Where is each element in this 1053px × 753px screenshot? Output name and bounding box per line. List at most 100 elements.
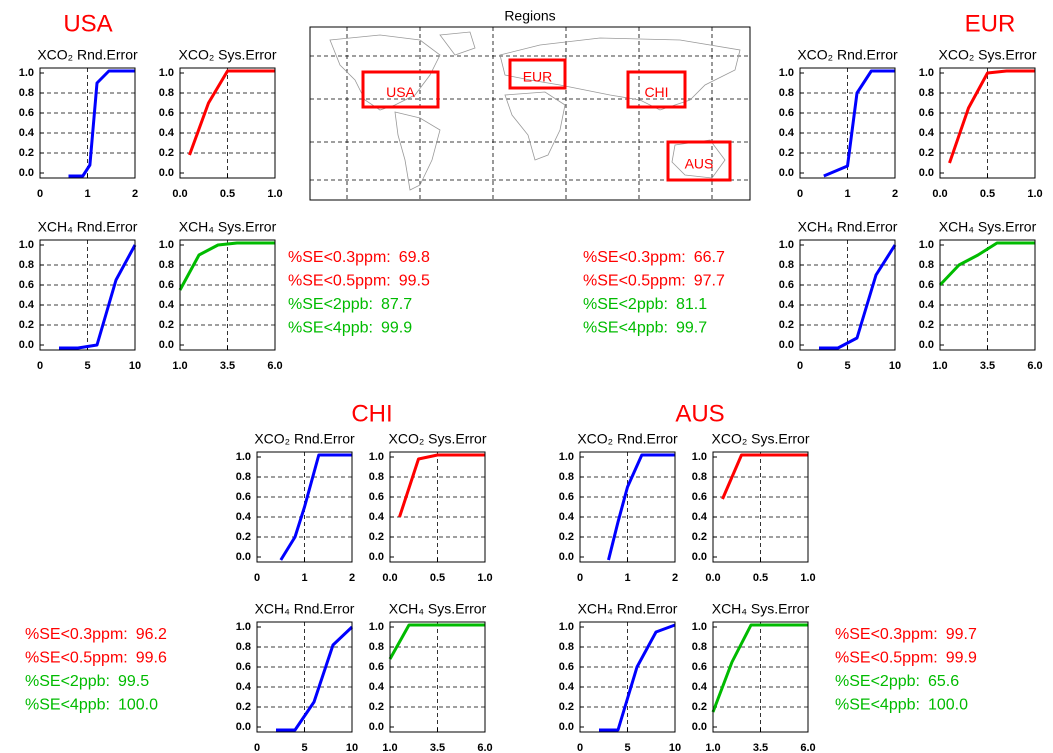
- y-tick-label: 1.0: [236, 451, 251, 463]
- y-tick-label: 0.2: [779, 319, 794, 331]
- x-tick-label: 1: [301, 572, 307, 584]
- world-map: Regions: [309, 8, 751, 201]
- data-line: [599, 623, 676, 732]
- plot-frame: [799, 67, 896, 179]
- x-tick-label: 0: [577, 572, 583, 584]
- y-tick-label: 0.4: [559, 681, 575, 693]
- x-tick-label: 1: [84, 188, 90, 200]
- y-tick-label: 0.4: [779, 127, 795, 139]
- y-tick-label: 0.8: [369, 641, 384, 653]
- x-tick-label: 5: [844, 360, 850, 372]
- plot-frame: [256, 451, 353, 563]
- y-tick-label: 1.0: [159, 239, 174, 251]
- region-box-label: CHI: [644, 84, 668, 100]
- y-tick-label: 1.0: [19, 239, 34, 251]
- y-tick-label: 1.0: [369, 621, 384, 633]
- y-tick-label: 0.6: [919, 279, 934, 291]
- y-tick-label: 1.0: [779, 239, 794, 251]
- plot-frame: [579, 451, 676, 563]
- data-line: [711, 623, 808, 713]
- y-tick-label: 0.4: [779, 299, 795, 311]
- data-line: [938, 241, 1035, 287]
- stat-value: 100.0: [118, 697, 158, 714]
- y-tick-label: 1.0: [692, 621, 707, 633]
- x-tick-label: 1.0: [705, 742, 720, 753]
- y-tick-label: 0.0: [919, 167, 934, 179]
- y-tick-label: 0.6: [779, 107, 794, 119]
- x-tick-label: 3.5: [430, 742, 445, 753]
- x-tick-label: 6.0: [800, 742, 815, 753]
- y-tick-label: 0.0: [159, 167, 174, 179]
- x-tick-label: 5: [84, 360, 90, 372]
- x-tick-label: 10: [346, 742, 358, 753]
- x-tick-label: 1.0: [172, 360, 187, 372]
- y-tick-label: 0.0: [692, 551, 707, 563]
- stat-value: 99.5: [399, 273, 430, 290]
- y-tick-label: 0.6: [919, 107, 934, 119]
- y-tick-label: 0.8: [236, 471, 251, 483]
- y-tick-label: 0.2: [159, 319, 174, 331]
- stat-line: %SE<4ppb: 99.7: [583, 320, 707, 337]
- data-line: [819, 244, 897, 350]
- stat-line: %SE<0.3ppm: 99.7: [835, 626, 977, 643]
- region-box: [361, 70, 440, 109]
- plot-frame: [939, 239, 1036, 351]
- data-line: [178, 241, 275, 291]
- x-tick-label: 3.5: [980, 360, 995, 372]
- y-tick-label: 0.6: [159, 107, 174, 119]
- y-tick-label: 0.0: [692, 721, 707, 733]
- plot-frame: [799, 239, 896, 351]
- x-tick-label: 0: [797, 360, 803, 372]
- x-tick-label: 5: [624, 742, 630, 753]
- plot-frame: [939, 67, 1036, 179]
- x-tick-label: 0: [797, 188, 803, 200]
- stat-label: %SE<0.5ppm:: [583, 273, 686, 290]
- x-tick-label: 10: [669, 742, 681, 753]
- y-tick-label: 1.0: [236, 621, 251, 633]
- stat-label: %SE<2ppb:: [583, 296, 668, 313]
- y-tick-label: 0.8: [919, 259, 934, 271]
- chart-title: XCH₄ Rnd.Error: [255, 601, 355, 617]
- x-tick-label: 0.5: [430, 572, 445, 584]
- continents: [329, 31, 741, 191]
- y-tick-label: 0.2: [692, 531, 707, 543]
- x-tick-label: 0: [37, 188, 43, 200]
- y-tick-label: 0.4: [919, 127, 935, 139]
- stat-label: %SE<2ppb:: [835, 673, 920, 690]
- x-tick-label: 1.0: [932, 360, 947, 372]
- chart-title: XCO₂ Sys.Error: [179, 47, 277, 63]
- y-tick-label: 0.8: [779, 87, 794, 99]
- chart-title: XCO₂ Rnd.Error: [37, 47, 138, 63]
- y-tick-label: 1.0: [159, 67, 174, 79]
- x-tick-label: 10: [129, 360, 141, 372]
- chart-title: XCH₄ Rnd.Error: [798, 219, 898, 235]
- y-tick-label: 1.0: [559, 451, 574, 463]
- y-tick-label: 0.4: [159, 299, 175, 311]
- plot-frame: [579, 621, 676, 733]
- region-title: CHI: [351, 400, 392, 427]
- data-line: [823, 69, 895, 178]
- y-tick-label: 0.6: [779, 279, 794, 291]
- y-tick-label: 0.2: [559, 701, 574, 713]
- region-box: [626, 70, 687, 109]
- y-tick-label: 0.6: [19, 279, 34, 291]
- y-tick-label: 0.0: [559, 721, 574, 733]
- region-box: [508, 58, 567, 90]
- y-tick-label: 0.4: [19, 127, 35, 139]
- y-tick-label: 1.0: [19, 67, 34, 79]
- y-tick-label: 0.0: [236, 551, 251, 563]
- stat-line: %SE<2ppb: 87.7: [288, 296, 412, 313]
- stat-label: %SE<2ppb:: [288, 296, 373, 313]
- stat-value: 97.7: [694, 273, 725, 290]
- stat-line: %SE<4ppb: 100.0: [835, 697, 968, 714]
- y-tick-label: 0.4: [559, 511, 575, 523]
- y-tick-label: 0.2: [236, 531, 251, 543]
- x-tick-label: 10: [889, 360, 901, 372]
- stat-value: 66.7: [694, 249, 725, 266]
- plot-frame: [39, 239, 136, 351]
- stat-line: %SE<0.5ppm: 97.7: [583, 273, 725, 290]
- stat-value: 87.7: [381, 296, 412, 313]
- y-tick-label: 0.8: [692, 471, 707, 483]
- y-tick-label: 0.2: [369, 701, 384, 713]
